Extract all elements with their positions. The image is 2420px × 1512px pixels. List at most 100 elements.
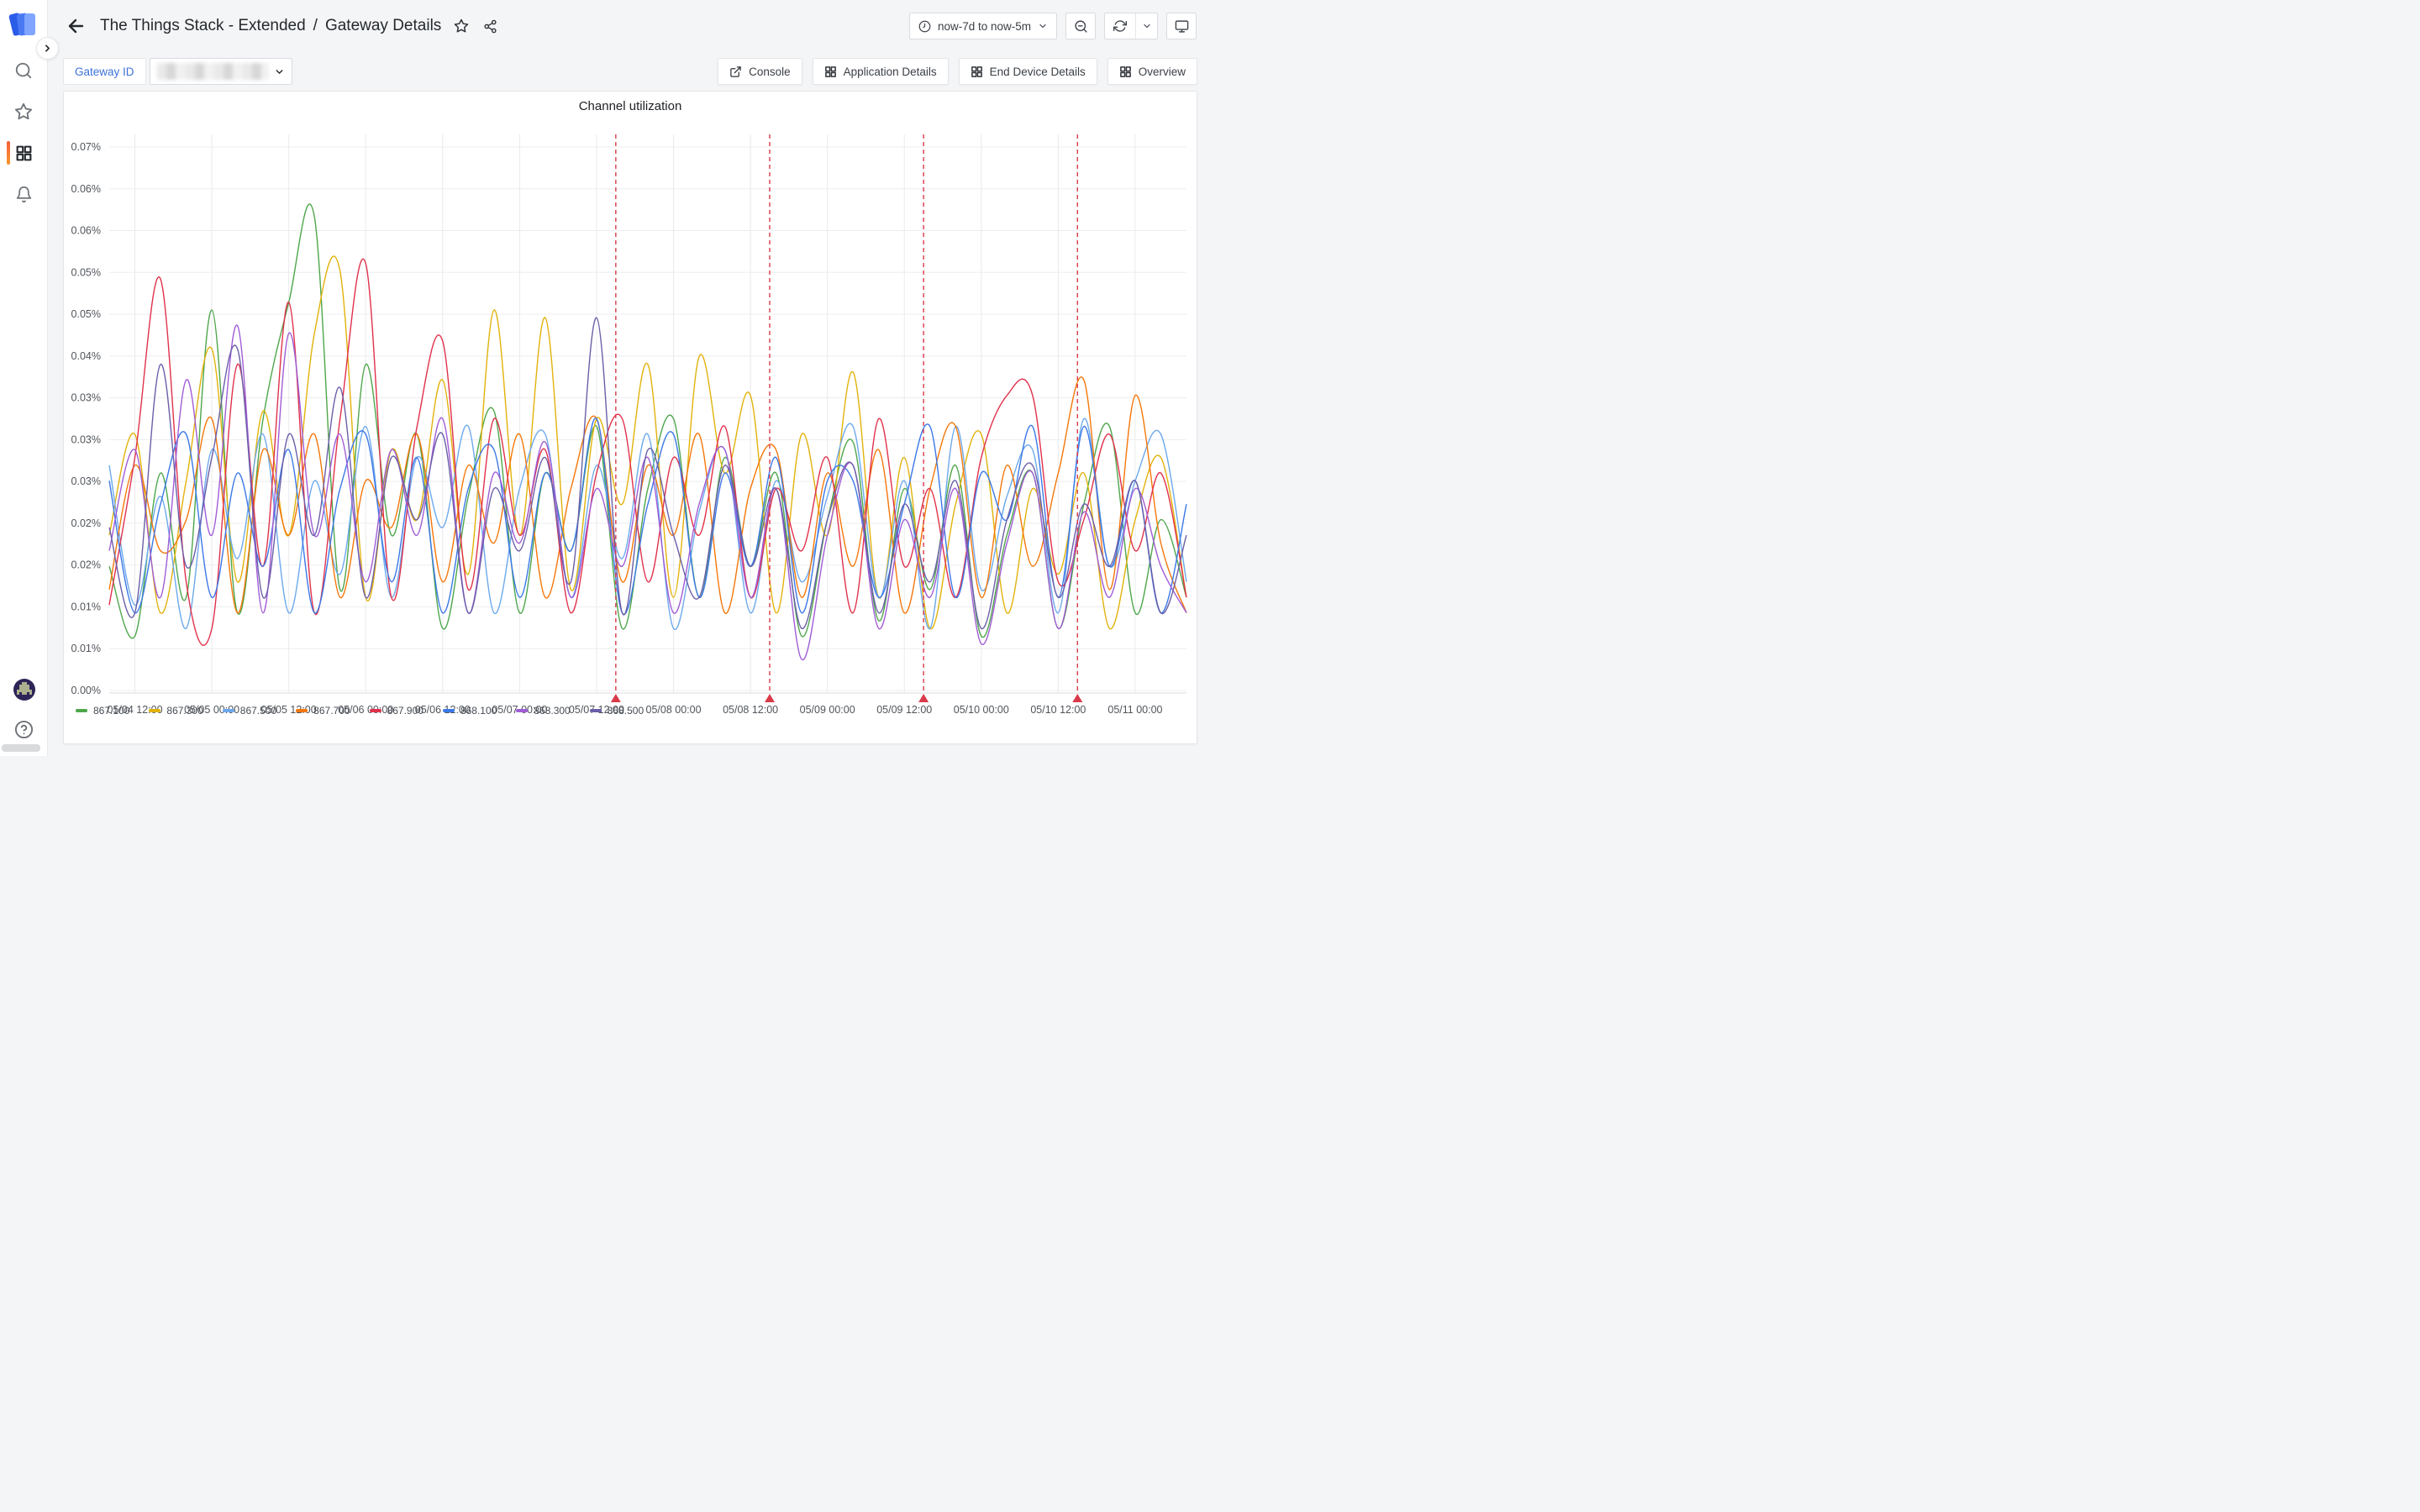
legend-swatch	[369, 709, 381, 712]
legend-label: 867.300	[166, 705, 203, 717]
legend-swatch	[589, 709, 602, 712]
chevron-down-icon	[1143, 24, 1150, 29]
legend-item-867.100[interactable]: 867.100	[76, 705, 129, 717]
svg-text:0.05%: 0.05%	[71, 308, 101, 320]
svg-text:0.07%: 0.07%	[71, 141, 101, 153]
sidebar-item-alerting[interactable]	[0, 184, 48, 204]
clock-icon	[918, 20, 931, 32]
star-icon	[14, 102, 33, 120]
dashboards-grid-icon	[16, 145, 31, 160]
application-details-button[interactable]: Application Details	[812, 58, 949, 85]
series-line-867.100	[108, 203, 1187, 639]
refresh-button[interactable]	[1105, 13, 1135, 39]
console-button[interactable]: Console	[718, 58, 802, 85]
series-line-867.700	[108, 376, 1187, 614]
sidebar-item-starred[interactable]	[0, 102, 48, 122]
time-range-picker[interactable]: now-7d to now-5m	[908, 13, 1057, 39]
legend-item-868.100[interactable]: 868.100	[442, 705, 497, 717]
legend-swatch	[76, 709, 87, 712]
svg-text:05/05 00:00: 05/05 00:00	[184, 704, 239, 716]
zoom-out-icon	[1074, 19, 1087, 33]
svg-text:05/08 00:00: 05/08 00:00	[646, 704, 702, 716]
legend-label: 867.700	[313, 705, 350, 717]
back-button[interactable]	[65, 15, 87, 37]
refresh-button-group	[1104, 13, 1158, 39]
sidebar-item-dashboards[interactable]	[0, 141, 48, 165]
active-indicator	[6, 141, 10, 165]
series-line-868.500	[108, 317, 1187, 629]
svg-text:0.01%: 0.01%	[71, 643, 101, 654]
svg-text:0.06%: 0.06%	[71, 183, 101, 195]
svg-text:0.05%: 0.05%	[71, 266, 101, 278]
share-icon	[484, 19, 497, 33]
chevron-right-icon	[45, 45, 50, 52]
svg-text:05/04 12:00: 05/04 12:00	[108, 704, 163, 716]
sidebar-item-search[interactable]	[0, 60, 48, 81]
legend-item-867.300[interactable]: 867.300	[149, 705, 203, 717]
console-button-label: Console	[749, 65, 791, 78]
legend-item-867.700[interactable]: 867.700	[296, 705, 350, 717]
legend-item-867.900[interactable]: 867.900	[369, 705, 424, 717]
bell-icon	[16, 186, 31, 202]
svg-text:0.06%: 0.06%	[71, 225, 101, 237]
annotations	[610, 134, 1083, 702]
gateway-id-value-obscured	[156, 63, 269, 80]
y-axis-labels: 0.07% 0.06% 0.06% 0.05% 0.05% 0.04% 0.03% 0.03%…	[71, 141, 101, 696]
legend-item-868.500[interactable]: 868.500	[589, 705, 644, 717]
legend-item-867.500[interactable]: 867.500	[222, 705, 276, 717]
legend-swatch	[296, 709, 308, 712]
channel-utilization-chart: 0.07% 0.06% 0.06% 0.05% 0.05% 0.04% 0.03% 0.03%…	[71, 134, 1187, 716]
kiosk-mode-button[interactable]	[1166, 13, 1197, 39]
variable-controls-row: Gateway ID Console Application Details E…	[48, 52, 1210, 91]
legend-label: 867.900	[387, 705, 424, 717]
help-button[interactable]	[14, 719, 34, 739]
help-icon	[14, 720, 34, 738]
series-lines	[108, 203, 1187, 660]
breadcrumb-separator: /	[313, 17, 318, 34]
end-device-details-button[interactable]: End Device Details	[958, 58, 1097, 85]
svg-text:05/06 12:00: 05/06 12:00	[415, 704, 471, 716]
main-area: The Things Stack - Extended / Gateway De…	[48, 0, 1210, 756]
overview-button[interactable]: Overview	[1107, 58, 1197, 85]
refresh-icon	[1113, 20, 1127, 32]
svg-text:0.01%: 0.01%	[71, 601, 101, 612]
share-dashboard-button[interactable]	[483, 19, 497, 34]
zoom-out-button[interactable]	[1065, 13, 1096, 39]
app-logo-icon[interactable]	[8, 12, 38, 37]
end-device-details-label: End Device Details	[989, 65, 1086, 78]
arrow-left-icon	[68, 18, 84, 34]
series-line-867.300	[108, 255, 1187, 629]
series-line-867.900	[108, 258, 1187, 646]
svg-text:05/10 00:00: 05/10 00:00	[954, 704, 1009, 716]
gridlines	[109, 134, 1186, 694]
breadcrumb-page: Gateway Details	[324, 17, 442, 34]
legend-item-868.300[interactable]: 868.300	[516, 705, 571, 717]
page-title: The Things Stack - Extended / Gateway De…	[100, 17, 441, 35]
legend-label: 868.500	[607, 705, 644, 717]
channel-utilization-panel: Channel utilization 0.07% 0.06% 0.06% 0.05%…	[63, 91, 1197, 744]
svg-text:0.04%: 0.04%	[71, 350, 101, 362]
legend-label: 868.300	[534, 705, 571, 717]
refresh-interval-dropdown[interactable]	[1135, 13, 1157, 39]
external-link-icon	[730, 66, 741, 77]
top-bar: The Things Stack - Extended / Gateway De…	[48, 0, 1210, 52]
star-dashboard-button[interactable]	[454, 18, 469, 34]
svg-text:0.03%: 0.03%	[71, 433, 101, 445]
chevron-down-icon	[276, 69, 282, 74]
svg-text:05/09 00:00: 05/09 00:00	[800, 704, 855, 716]
sidebar-expand-button[interactable]	[36, 37, 59, 60]
grid-icon	[1119, 66, 1131, 77]
overview-label: Overview	[1138, 65, 1186, 78]
avatar[interactable]	[13, 679, 35, 701]
gateway-id-select[interactable]	[149, 58, 292, 85]
svg-text:0.03%: 0.03%	[71, 475, 101, 487]
svg-text:0.02%: 0.02%	[71, 559, 101, 571]
gateway-id-label: Gateway ID	[63, 58, 146, 85]
svg-text:0.00%: 0.00%	[71, 685, 101, 696]
legend-swatch	[149, 709, 161, 712]
svg-text:05/09 12:00: 05/09 12:00	[876, 704, 932, 716]
x-axis-labels: 05/04 12:00 05/05 00:00 05/05 12:00 05/06 0…	[108, 704, 1163, 716]
monitor-icon	[1175, 19, 1188, 33]
panel-title[interactable]: Channel utilization	[578, 99, 682, 113]
legend-swatch	[516, 709, 529, 712]
